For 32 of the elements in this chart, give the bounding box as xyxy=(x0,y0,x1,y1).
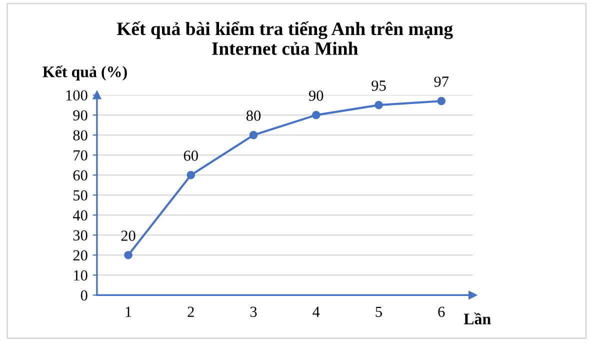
y-tick-label: 20 xyxy=(73,250,88,261)
y-tick-label: 100 xyxy=(66,90,88,101)
x-axis-title: Lần xyxy=(464,312,491,324)
y-tick-label: 30 xyxy=(73,230,88,241)
point xyxy=(186,170,196,180)
point xyxy=(437,96,446,106)
x-tick-label: 5 xyxy=(376,306,382,317)
point xyxy=(249,130,258,140)
data-label: 97 xyxy=(434,76,449,87)
data-label: 90 xyxy=(308,90,324,101)
point xyxy=(374,100,383,110)
point xyxy=(124,250,132,260)
point xyxy=(312,110,320,120)
y-tick-label: 0 xyxy=(80,290,88,301)
y-tick-label: 80 xyxy=(73,130,88,141)
x-tick-label: 1 xyxy=(126,306,132,317)
chart-title: Kết quả bài kiểm tra tiếng Anh trên mạng Internet của Minh xyxy=(116,21,453,55)
data-label: 95 xyxy=(372,80,386,91)
y-tick-label: 60 xyxy=(73,170,88,181)
x-tick-label: 3 xyxy=(250,306,257,317)
y-tick-label: 10 xyxy=(74,270,88,281)
data-label: 80 xyxy=(246,110,261,121)
x-tick-label: 4 xyxy=(312,306,320,317)
y-tick-label: 90 xyxy=(73,110,88,121)
data-label: 60 xyxy=(184,150,198,161)
data-label: 20 xyxy=(121,230,136,241)
y-tick-label: 70 xyxy=(74,150,88,161)
y-axis-title: Kết quả (%) xyxy=(42,65,127,80)
x-tick-label: 6 xyxy=(438,306,445,317)
x-tick-label: 2 xyxy=(188,306,194,317)
y-tick-label: 40 xyxy=(72,210,88,221)
y-tick-label: 50 xyxy=(74,190,88,201)
